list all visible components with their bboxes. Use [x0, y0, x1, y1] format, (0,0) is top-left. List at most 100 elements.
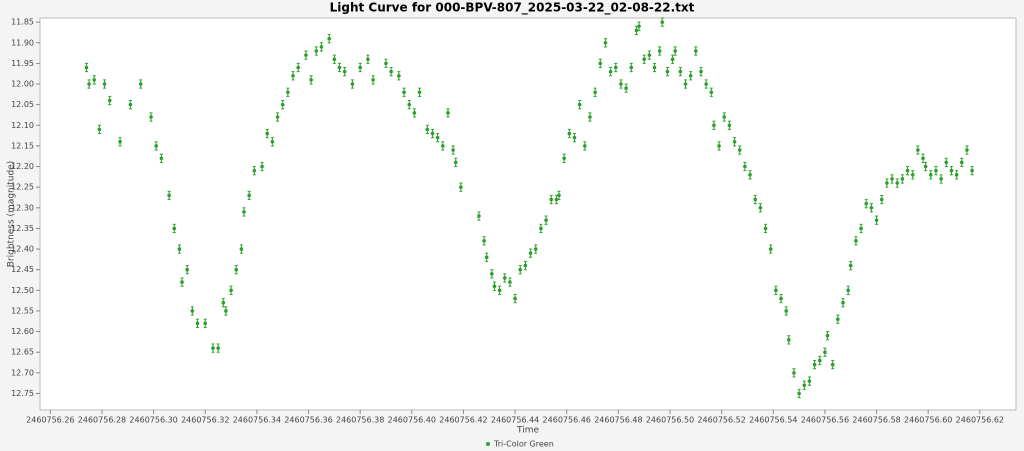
point — [848, 263, 853, 268]
x-tick-label: 2460756.32 — [181, 416, 229, 425]
x-tick-label: 2460756.28 — [78, 416, 126, 425]
point — [366, 57, 370, 62]
point — [358, 65, 362, 70]
point — [453, 160, 458, 165]
point — [774, 288, 778, 293]
point — [864, 201, 869, 206]
point — [407, 102, 412, 107]
point — [652, 65, 657, 70]
point — [118, 139, 122, 144]
point — [598, 61, 603, 66]
point — [239, 247, 244, 251]
point — [304, 53, 308, 57]
x-tick-label: 2460756.50 — [646, 416, 694, 425]
x-tick-label: 2460756.38 — [336, 416, 384, 425]
point — [270, 139, 275, 144]
point — [350, 82, 355, 86]
y-tick-label: 12.75 — [11, 389, 34, 398]
point — [577, 102, 582, 107]
point — [678, 69, 683, 74]
point — [337, 65, 342, 70]
y-tick-label: 12.00 — [11, 80, 34, 89]
point — [665, 69, 670, 74]
y-tick-label: 12.55 — [11, 306, 34, 315]
point — [280, 102, 285, 107]
y-tick-label: 12.65 — [11, 348, 34, 357]
point — [885, 181, 889, 185]
point — [784, 309, 789, 313]
x-tick-label: 2460756.60 — [904, 416, 952, 425]
point — [502, 276, 507, 280]
point — [195, 321, 200, 326]
point — [172, 226, 177, 231]
point — [825, 333, 830, 338]
point — [613, 65, 618, 70]
point — [549, 197, 554, 202]
point — [539, 226, 543, 231]
point — [417, 90, 422, 95]
legend-marker — [486, 442, 490, 446]
point — [869, 206, 874, 210]
point — [732, 139, 737, 144]
point — [660, 20, 665, 24]
point — [670, 57, 675, 62]
y-tick-label: 12.40 — [11, 245, 34, 254]
point — [229, 288, 233, 293]
point — [138, 82, 143, 86]
point — [657, 49, 662, 53]
point — [224, 309, 228, 313]
point — [895, 181, 900, 185]
point — [768, 247, 773, 251]
x-tick-label: 2460756.62 — [956, 416, 1004, 425]
point — [910, 173, 915, 177]
y-tick-label: 12.70 — [11, 368, 34, 377]
point — [242, 210, 246, 214]
y-tick-label: 12.45 — [11, 265, 34, 274]
point — [185, 267, 189, 272]
point — [440, 144, 445, 148]
point — [523, 263, 528, 268]
x-tick-label: 2460756.44 — [491, 416, 539, 425]
point — [859, 226, 863, 231]
point — [544, 218, 548, 222]
point — [758, 206, 763, 210]
point — [727, 123, 732, 128]
point — [425, 127, 430, 132]
point — [619, 82, 623, 86]
point — [846, 288, 850, 293]
point — [823, 350, 827, 355]
point — [216, 346, 220, 350]
chart-title: Light Curve for 000-BPV-807_2025-03-22_0… — [330, 1, 695, 16]
x-axis-label: Time — [516, 426, 539, 436]
point — [683, 82, 688, 86]
point — [802, 383, 807, 388]
x-tick-label: 2460756.30 — [129, 416, 177, 425]
point — [309, 78, 313, 82]
point — [319, 45, 324, 49]
point — [642, 57, 646, 62]
point — [327, 36, 331, 41]
point — [779, 296, 783, 301]
point — [291, 73, 295, 78]
point — [397, 73, 401, 78]
point — [737, 148, 742, 152]
point — [275, 115, 280, 119]
point — [412, 111, 417, 115]
x-tick-label: 2460756.54 — [749, 416, 797, 425]
point — [484, 255, 489, 260]
point — [513, 296, 517, 301]
point — [879, 197, 884, 202]
legend-label: Tri-Color Green — [493, 440, 554, 449]
point — [916, 148, 920, 152]
x-tick-label: 2460756.34 — [233, 416, 281, 425]
x-tick-label: 2460756.56 — [801, 416, 849, 425]
point — [608, 69, 613, 74]
point — [371, 78, 375, 82]
point — [743, 164, 747, 169]
point — [159, 156, 164, 161]
point — [900, 177, 905, 181]
point — [890, 177, 894, 181]
point — [959, 160, 964, 165]
x-tick-label: 2460756.52 — [697, 416, 745, 425]
